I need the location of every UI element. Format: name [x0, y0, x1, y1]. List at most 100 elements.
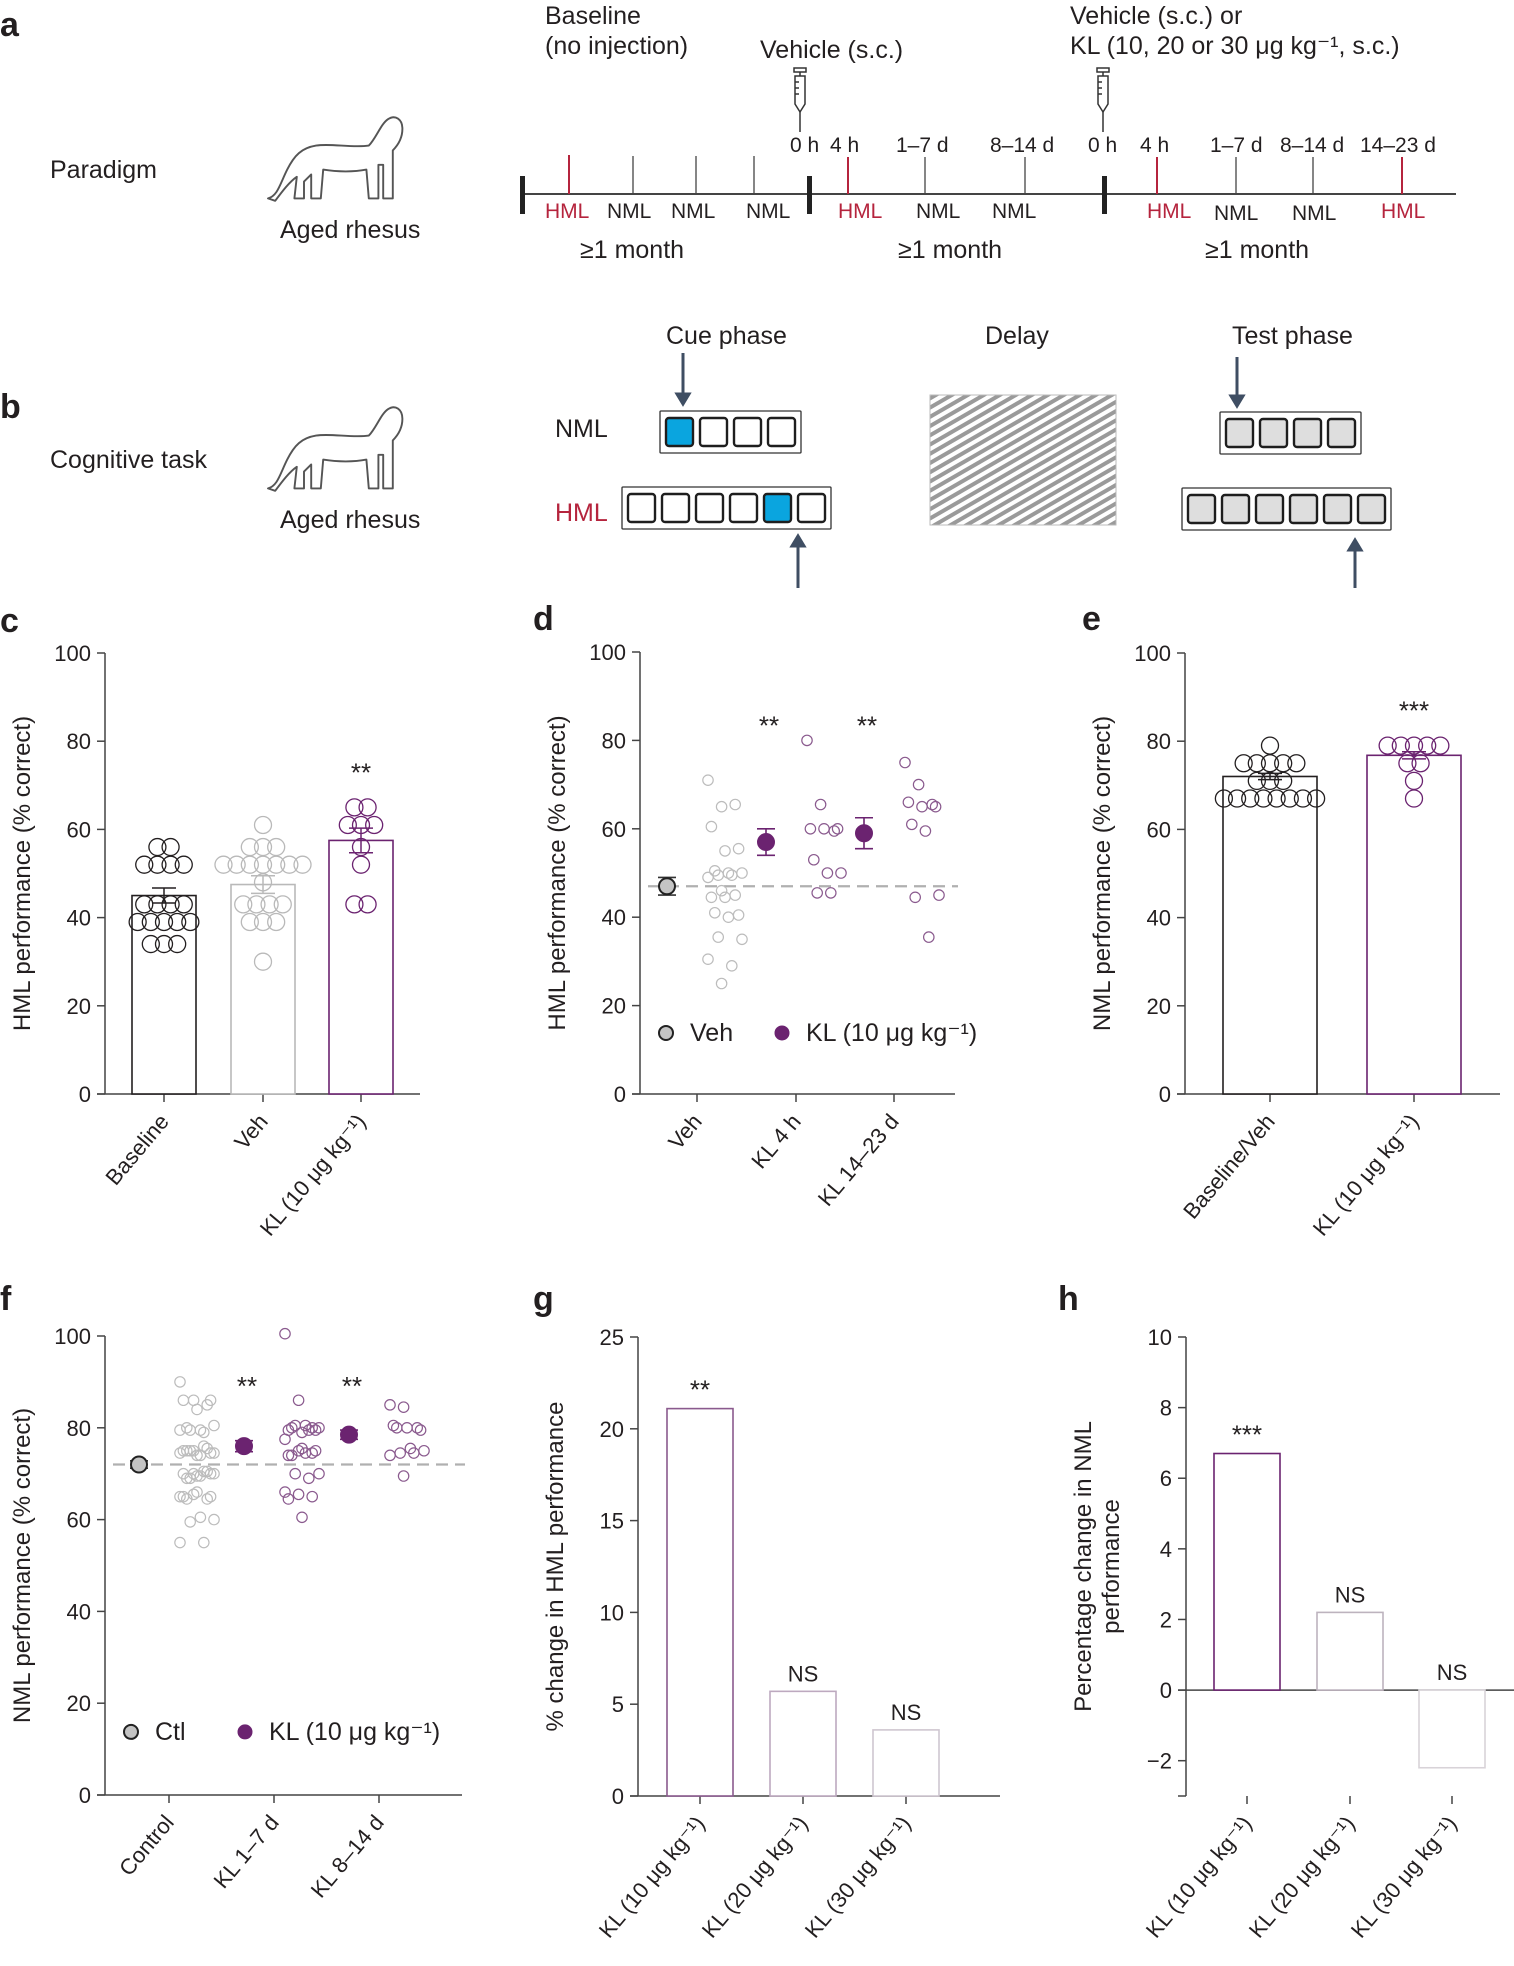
- legend-label: KL (10 μg kg⁻¹): [269, 1718, 440, 1746]
- data-point: [174, 855, 193, 874]
- data-point: [736, 867, 748, 879]
- data-point: [208, 1447, 220, 1459]
- data-point: [811, 887, 823, 899]
- header-vehicle: Vehicle (s.c.): [760, 36, 903, 64]
- data-point: [732, 842, 745, 855]
- data-point: [267, 855, 286, 874]
- data-point: [208, 1513, 220, 1526]
- y-tick-label: 60: [67, 817, 91, 842]
- data-point: [702, 774, 714, 786]
- data-point: [299, 1447, 312, 1459]
- data-point: [719, 845, 731, 857]
- legend-label: KL (10 μg kg⁻¹): [806, 1019, 977, 1047]
- data-point: [148, 837, 167, 857]
- y-tick-label: 8: [1160, 1396, 1172, 1421]
- data-point: [198, 1465, 210, 1478]
- y-axis-title: NML performance (% correct): [1089, 716, 1116, 1031]
- data-point: [135, 895, 154, 914]
- chart-h: h −2 0 2 4 6 8 10 Percentage change in NML perfor…: [1058, 1280, 1514, 1943]
- data-point: [184, 1424, 196, 1436]
- y-tick-label: 0: [612, 1784, 624, 1809]
- bar: [1316, 1611, 1384, 1691]
- panel-letter-b: b: [0, 388, 21, 426]
- data-point: [289, 1419, 301, 1432]
- time-label: 14–23 d: [1360, 134, 1436, 157]
- data-point: [306, 1447, 318, 1459]
- x-tick-label: KL (30 μg kg⁻¹): [800, 1811, 916, 1942]
- y-tick-label: 40: [67, 1599, 91, 1624]
- data-point: [181, 1493, 193, 1505]
- data-point: [905, 818, 918, 831]
- tick-label: NML: [916, 200, 960, 223]
- header-baseline-2: (no injection): [545, 32, 688, 60]
- y-tick-label: 5: [612, 1692, 624, 1717]
- data-point: [285, 1449, 298, 1462]
- data-point: [289, 1467, 301, 1480]
- x-tick-label: KL 1–7 d: [209, 1810, 284, 1893]
- array-box: [1288, 493, 1319, 525]
- data-point: [1287, 754, 1306, 773]
- y-axis-title-line1: Percentage change in NML: [1070, 1421, 1097, 1712]
- data-point: [1274, 754, 1293, 773]
- tick-label: NML: [1292, 202, 1336, 225]
- significance-label: **: [237, 1371, 257, 1401]
- data-point: [390, 1422, 403, 1434]
- y-tick-label: 100: [54, 641, 91, 666]
- time-label: 0 h: [1088, 134, 1117, 157]
- y-tick-label: 80: [602, 728, 626, 753]
- y-axis-title-line2: performance: [1098, 1499, 1125, 1634]
- y-tick-label: 20: [67, 994, 91, 1019]
- data-point: [204, 1394, 217, 1407]
- data-point: [240, 837, 259, 857]
- x-tick-label: Baseline: [100, 1109, 173, 1190]
- data-point: [912, 778, 925, 791]
- x-tick-label: Baseline/Veh: [1178, 1109, 1280, 1223]
- mean-marker: [130, 1455, 148, 1474]
- data-point: [174, 895, 193, 914]
- data-point: [394, 1447, 406, 1459]
- data-point: [240, 912, 259, 932]
- data-point: [1280, 789, 1299, 808]
- test-phase-arrays: [1181, 411, 1392, 531]
- mean-marker: [855, 824, 873, 843]
- data-point: [1247, 754, 1266, 773]
- data-point: [345, 798, 364, 817]
- data-point: [292, 1488, 305, 1501]
- data-point: [1234, 754, 1253, 773]
- bar: [1418, 1689, 1486, 1769]
- chart-c: c 0 20 40 60 80 100 HML performance (% correct)…: [0, 602, 420, 1241]
- panel-letter-c: c: [0, 602, 19, 640]
- data-point: [1254, 789, 1273, 808]
- legend-marker-kl: [237, 1724, 253, 1740]
- duration-label: ≥1 month: [1205, 236, 1309, 264]
- data-point: [292, 1394, 305, 1407]
- data-point: [128, 912, 147, 932]
- data-point: [181, 1472, 193, 1485]
- data-point: [804, 822, 817, 835]
- data-point: [814, 798, 827, 811]
- mean-marker: [340, 1425, 358, 1444]
- x-tick-label: KL 8–14 d: [306, 1810, 389, 1902]
- bar: [1213, 1452, 1281, 1691]
- data-point: [807, 853, 820, 866]
- data-point: [168, 912, 187, 932]
- chart-d: d 0 20 40 60 80 100 HML performance (% correct)…: [533, 600, 977, 1211]
- y-tick-label: 20: [602, 994, 626, 1019]
- x-tick-label: KL 14–23 d: [813, 1109, 904, 1211]
- data-point: [824, 887, 837, 899]
- y-axis-title: HML performance (% correct): [9, 716, 36, 1031]
- arrow-icon: [1228, 357, 1246, 409]
- arrow-icon: [674, 353, 692, 407]
- data-point: [715, 800, 728, 813]
- data-point: [253, 815, 273, 835]
- data-point: [267, 912, 286, 932]
- time-label: 1–7 d: [896, 134, 949, 157]
- data-point: [384, 1449, 396, 1462]
- arrow-icon: [789, 533, 807, 588]
- syringe-icon: [793, 67, 807, 132]
- data-point: [198, 1440, 210, 1452]
- data-point: [306, 1422, 318, 1434]
- cue-phase-arrays: [621, 410, 832, 530]
- data-point: [279, 1433, 291, 1446]
